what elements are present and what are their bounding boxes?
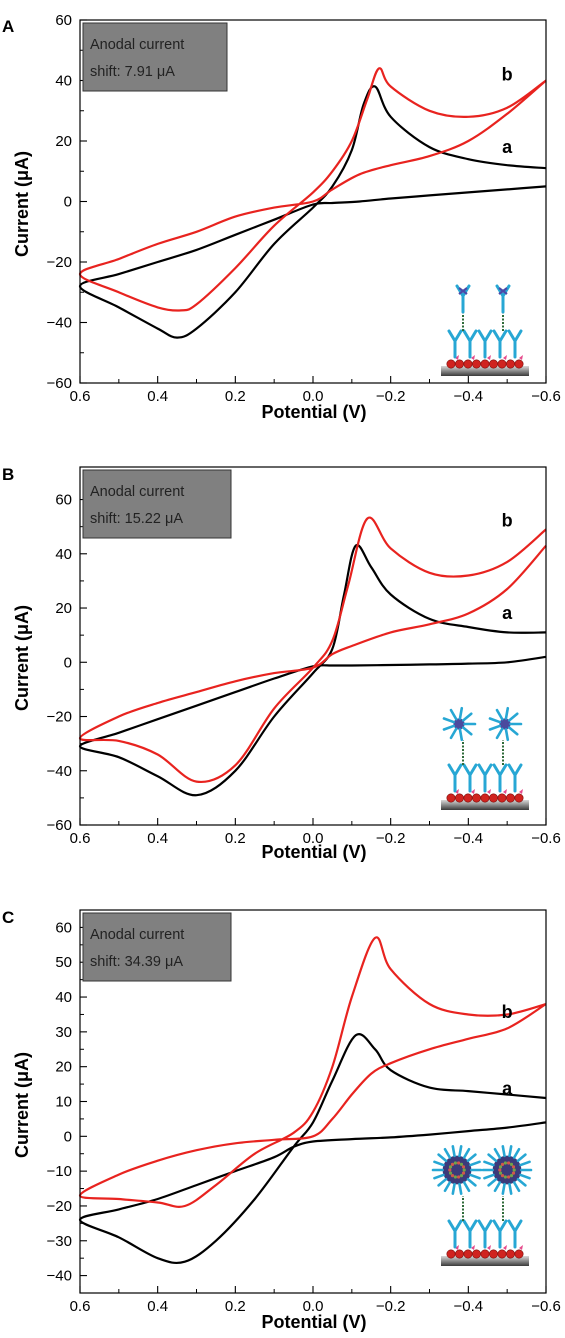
annotation-box: Anodal current shift: 15.22 μA	[82, 469, 232, 539]
panel-label-a: A	[2, 17, 14, 36]
curves-group: ba	[78, 65, 547, 339]
panel-label-b: B	[2, 465, 14, 484]
x-tick-label: −0.4	[454, 1298, 484, 1315]
y-tick-label: 0	[64, 1128, 72, 1145]
x-axis-title: Potential (V)	[261, 842, 366, 862]
y-tick-label: 60	[55, 12, 72, 29]
x-tick-label: 0.4	[147, 388, 168, 405]
annotation-background	[82, 912, 232, 982]
ticks-group: 0.6 0.4 0.2 0.0 −0.2 −0.4 −0.6 −40 −30 −20 −10 0 10 2…	[47, 919, 561, 1315]
x-tick-label: 0.0	[303, 830, 324, 847]
x-tick-label: −0.6	[531, 388, 561, 405]
x-tick-label: −0.2	[376, 388, 406, 405]
x-tick-label: 0.6	[70, 1298, 91, 1315]
annotation-line1: Anodal current	[90, 37, 184, 53]
series-a-line	[78, 543, 547, 797]
y-tick-label: −40	[47, 315, 72, 332]
y-tick-label: 30	[55, 1024, 72, 1041]
chart-panel-c: C Current (μA) Potential (V) 0.6 0.4 0.2 0.…	[2, 908, 561, 1332]
chart-panel-a: A Current (μA) Potential (V) 0.6 0.4 0.2 0.…	[2, 12, 561, 422]
curve-label-b: b	[502, 65, 513, 85]
x-tick-label: −0.6	[531, 1298, 561, 1315]
series-a-line	[78, 85, 547, 339]
panel-label-c: C	[2, 908, 14, 927]
curve-label-a: a	[502, 137, 513, 157]
series-b-line	[78, 67, 547, 312]
curve-label-b: b	[502, 1002, 513, 1022]
x-axis-title: Potential (V)	[261, 1312, 366, 1332]
curves-group: ba	[78, 511, 547, 797]
y-tick-label: −20	[47, 709, 72, 726]
x-tick-label: 0.2	[225, 1298, 246, 1315]
x-tick-label: 0.0	[303, 1298, 324, 1315]
y-axis-title: Current (μA)	[12, 605, 32, 711]
y-tick-label: 50	[55, 954, 72, 971]
y-tick-label: −20	[47, 1198, 72, 1215]
curve-label-a: a	[502, 1079, 513, 1099]
y-tick-label: −60	[47, 375, 72, 392]
x-tick-label: −0.2	[376, 1298, 406, 1315]
electrode-schematic-icon	[441, 706, 529, 810]
y-tick-label: 10	[55, 1094, 72, 1111]
y-tick-label: −40	[47, 763, 72, 780]
x-tick-label: −0.2	[376, 830, 406, 847]
y-tick-label: 20	[55, 1059, 72, 1076]
electrode-schematic-icon	[441, 284, 529, 376]
x-tick-label: −0.4	[454, 830, 484, 847]
y-tick-label: 40	[55, 989, 72, 1006]
y-tick-label: −10	[47, 1163, 72, 1180]
annotation-line1: Anodal current	[90, 927, 184, 943]
y-tick-label: 0	[64, 654, 72, 671]
y-tick-label: −30	[47, 1233, 72, 1250]
plot-frame	[79, 19, 547, 384]
chart-panel-b: B Current (μA) Potential (V) 0.6 0.4 0.2 0.…	[2, 465, 561, 862]
electrode-schematic-icon	[431, 1145, 533, 1266]
x-tick-label: −0.6	[531, 830, 561, 847]
x-tick-label: 0.6	[70, 388, 91, 405]
x-tick-label: 0.2	[225, 830, 246, 847]
y-tick-label: 60	[55, 492, 72, 509]
annotation-box: Anodal current shift: 7.91 μA	[82, 22, 228, 92]
annotation-background	[82, 22, 228, 92]
x-tick-label: 0.2	[225, 388, 246, 405]
y-tick-label: −20	[47, 254, 72, 271]
curves-group: ba	[78, 936, 547, 1265]
y-tick-label: 20	[55, 600, 72, 617]
annotation-line2: shift: 34.39 μA	[90, 954, 183, 970]
x-tick-label: −0.4	[454, 388, 484, 405]
y-tick-label: 20	[55, 133, 72, 150]
series-a-line	[78, 1033, 547, 1265]
curve-label-b: b	[502, 511, 513, 531]
annotation-box: Anodal current shift: 34.39 μA	[82, 912, 232, 982]
y-tick-label: 40	[55, 73, 72, 90]
y-axis-title: Current (μA)	[12, 151, 32, 257]
annotation-line1: Anodal current	[90, 484, 184, 500]
plot-frame	[79, 909, 547, 1294]
x-tick-label: 0.4	[147, 1298, 168, 1315]
y-axis-title: Current (μA)	[12, 1052, 32, 1158]
x-tick-label: 0.0	[303, 388, 324, 405]
x-tick-label: 0.6	[70, 830, 91, 847]
annotation-line2: shift: 15.22 μA	[90, 511, 183, 527]
plot-frame	[79, 466, 547, 826]
curve-label-a: a	[502, 603, 513, 623]
series-b-line	[78, 936, 547, 1208]
y-tick-label: 40	[55, 546, 72, 563]
ticks-group: 0.6 0.4 0.2 0.0 −0.2 −0.4 −0.6 −60 −40 −20 0 20 40 60	[47, 492, 561, 847]
x-axis-title: Potential (V)	[261, 402, 366, 422]
y-tick-label: −40	[47, 1268, 72, 1285]
y-tick-label: −60	[47, 817, 72, 834]
y-tick-label: 0	[64, 194, 72, 211]
series-b-line	[78, 516, 547, 784]
annotation-background	[82, 469, 232, 539]
x-tick-label: 0.4	[147, 830, 168, 847]
y-tick-label: 60	[55, 919, 72, 936]
annotation-line2: shift: 7.91 μA	[90, 64, 175, 80]
